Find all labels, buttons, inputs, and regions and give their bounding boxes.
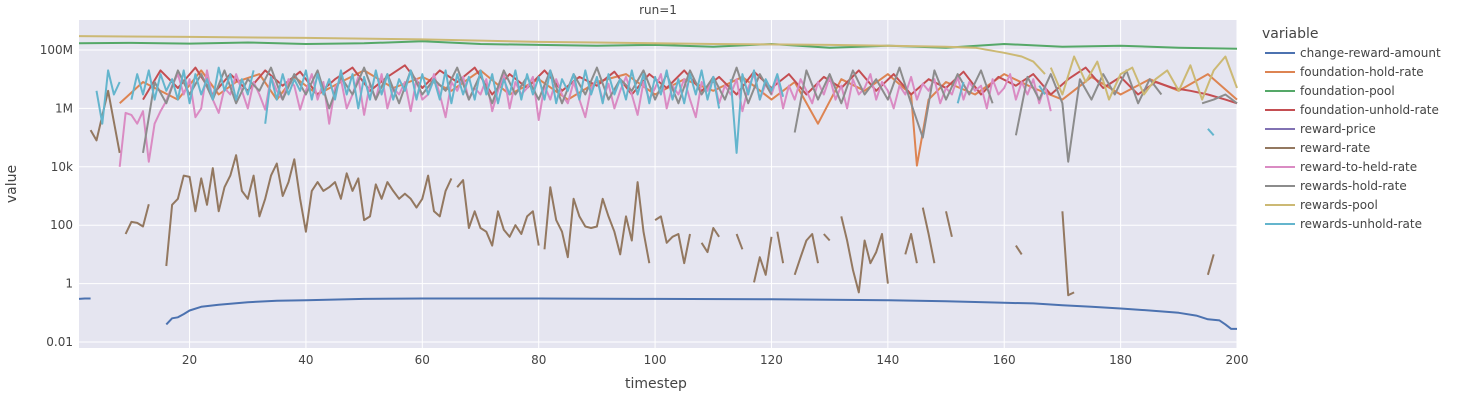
legend-item-reward-to-held-rate[interactable]: reward-to-held-rate — [1265, 160, 1417, 174]
series-line-change-reward-amount — [165, 297, 1237, 330]
legend-label: change-reward-amount — [1300, 46, 1441, 60]
legend-item-rewards-unhold-rate[interactable]: rewards-unhold-rate — [1265, 217, 1422, 231]
series-line-rewards-pool — [78, 35, 1046, 75]
series-line-reward-rate — [921, 207, 936, 264]
series-line-rewards-pool — [1049, 55, 1238, 101]
legend-item-foundation-hold-rate[interactable]: foundation-hold-rate — [1265, 65, 1424, 79]
series-line-reward-rate — [543, 181, 651, 264]
y-tick-label: 1M — [55, 101, 73, 115]
x-tick-label: 120 — [760, 353, 783, 367]
legend-label: reward-price — [1300, 122, 1376, 136]
series-line-rewards-unhold-rate — [95, 69, 121, 125]
legend-item-foundation-unhold-rate[interactable]: foundation-unhold-rate — [1265, 103, 1439, 117]
series-rewards-pool — [78, 35, 1238, 101]
series-line-rewards-unhold-rate — [1038, 85, 1046, 96]
series-line-rewards-unhold-rate — [729, 69, 785, 154]
x-tick-label: 40 — [298, 353, 313, 367]
x-tick-label: 200 — [1226, 353, 1249, 367]
x-tick-label: 20 — [182, 353, 197, 367]
series-line-reward-rate — [124, 204, 150, 235]
series-line-reward-rate — [1015, 245, 1023, 255]
legend-label: foundation-unhold-rate — [1300, 103, 1439, 117]
x-tick-label: 140 — [876, 353, 899, 367]
y-tick-label: 0.01 — [46, 335, 73, 349]
y-tick-label: 1 — [65, 277, 73, 291]
x-tick-label: 80 — [531, 353, 546, 367]
series-line-rewards-unhold-rate — [1207, 128, 1215, 136]
series-line-reward-rate — [654, 215, 691, 265]
series-line-reward-to-held-rate — [118, 69, 1052, 167]
series-line-reward-rate — [735, 233, 744, 250]
series-line-reward-rate — [776, 231, 785, 264]
legend-title: variable — [1262, 26, 1318, 42]
legend-item-reward-price[interactable]: reward-price — [1265, 122, 1376, 136]
legend-item-rewards-pool[interactable]: rewards-pool — [1265, 198, 1378, 212]
series-line-reward-rate — [1206, 254, 1215, 276]
legend-label: rewards-pool — [1300, 198, 1378, 212]
series-line-reward-rate — [793, 233, 819, 276]
legend-label: reward-to-held-rate — [1300, 160, 1417, 174]
legend-label: foundation-hold-rate — [1300, 65, 1424, 79]
series-rewards-unhold-rate — [95, 66, 1215, 154]
legend-item-reward-rate[interactable]: reward-rate — [1265, 141, 1370, 155]
series-line-reward-rate — [904, 233, 918, 264]
series-line-rewards-hold-rate — [1201, 93, 1238, 105]
x-tick-label: 60 — [415, 353, 430, 367]
series-line-reward-rate — [840, 216, 889, 294]
y-tick-label: 100 — [50, 218, 73, 232]
legend-label: foundation-pool — [1300, 84, 1395, 98]
plot-background — [79, 20, 1237, 348]
legend-label: rewards-unhold-rate — [1300, 217, 1422, 231]
series-line-rewards-unhold-rate — [956, 81, 965, 104]
series-line-rewards-unhold-rate — [264, 69, 721, 124]
series-line-rewards-hold-rate — [793, 66, 994, 139]
x-tick-label: 180 — [1109, 353, 1132, 367]
x-tick-label: 160 — [993, 353, 1016, 367]
series-line-reward-rate — [945, 211, 953, 238]
series-foundation-pool — [78, 40, 1238, 50]
series-change-reward-amount — [78, 297, 1237, 330]
series-line-reward-rate — [165, 154, 453, 267]
series-line-reward-rate — [700, 227, 720, 254]
legend-label: rewards-hold-rate — [1300, 179, 1407, 193]
facet-title: run=1 — [639, 3, 677, 17]
series-line-foundation-pool — [78, 40, 1238, 50]
x-tick-label: 100 — [644, 353, 667, 367]
legend-item-rewards-hold-rate[interactable]: rewards-hold-rate — [1265, 179, 1407, 193]
legend-item-foundation-pool[interactable]: foundation-pool — [1265, 84, 1395, 98]
series-line-reward-rate — [753, 236, 773, 283]
series-line-reward-rate — [823, 233, 831, 242]
tick-labels: 20 40 60 80 100 120 140 160 180 200 0.01 1 100 10k 1M 1… — [40, 43, 1249, 367]
y-tick-label: 100M — [40, 43, 73, 57]
series-lines — [78, 35, 1238, 330]
y-axis-title: value — [4, 165, 20, 203]
legend-label: reward-rate — [1300, 141, 1370, 155]
series-line-reward-rate — [1061, 211, 1075, 297]
legend: variable change-reward-amount foundation-… — [1262, 26, 1441, 231]
x-axis-title: timestep — [625, 376, 687, 392]
series-line-rewards-unhold-rate — [130, 66, 255, 105]
y-tick-label: 10k — [51, 160, 73, 174]
series-reward-to-held-rate — [118, 69, 1052, 167]
legend-item-change-reward-amount[interactable]: change-reward-amount — [1265, 46, 1441, 60]
series-line-rewards-hold-rate — [1014, 69, 1163, 163]
series-line-reward-rate — [456, 179, 540, 247]
